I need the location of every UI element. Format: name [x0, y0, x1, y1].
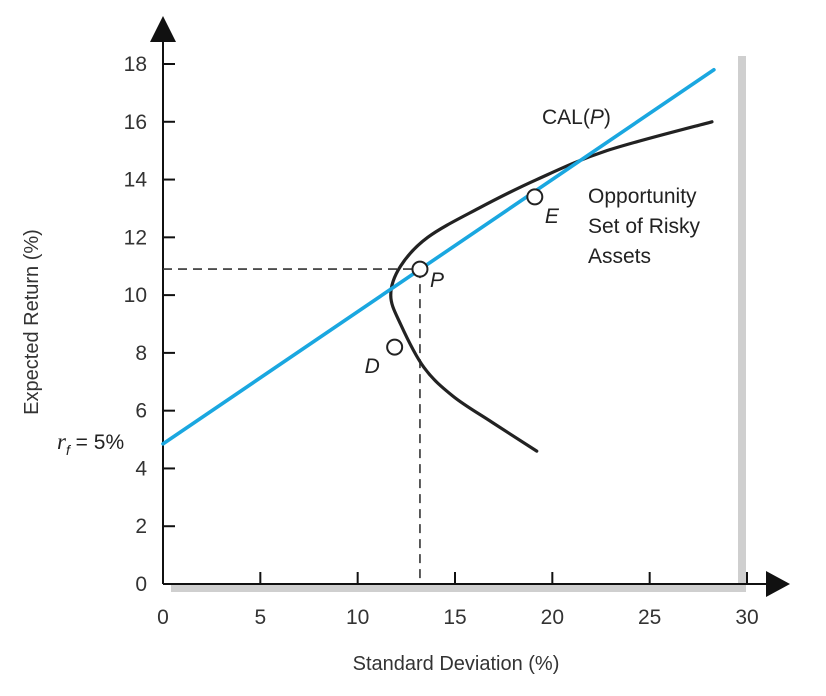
- y-axis-title: Expected Return (%): [21, 229, 43, 415]
- opportunity-label-line1: Opportunity: [588, 185, 697, 208]
- x-tick-label-10: 10: [346, 606, 369, 629]
- opportunity-set-curve: [389, 120, 714, 453]
- y-axis-arrow: [150, 16, 176, 42]
- point-label-d: D: [365, 355, 380, 378]
- point-d: [386, 338, 404, 356]
- y-tick-label-12: 12: [124, 226, 147, 249]
- dashed-guides: [163, 268, 421, 584]
- x-tick-label-5: 5: [254, 606, 266, 629]
- tick-marks: [162, 63, 748, 585]
- x-tick-label-0: 0: [157, 606, 169, 629]
- x-axis-title: Standard Deviation (%): [353, 653, 560, 675]
- y-tick-label-18: 18: [124, 53, 147, 76]
- opportunity-label-line3: Assets: [588, 245, 651, 268]
- cal-label: CAL(P): [542, 106, 611, 129]
- chart-text: Standard Deviation (%) Expected Return (…: [21, 53, 759, 675]
- y-tick-label-8: 8: [135, 342, 147, 365]
- y-tick-label-14: 14: [124, 169, 148, 192]
- opportunity-label-line2: Set of Risky: [588, 215, 701, 238]
- x-tick-label-20: 20: [541, 606, 564, 629]
- y-tick-label-0: 0: [135, 573, 147, 596]
- plot-area: [163, 48, 738, 584]
- x-tick-label-15: 15: [443, 606, 466, 629]
- point-e: [526, 188, 544, 206]
- risk-free-rate-label: rf = 5%: [57, 429, 124, 458]
- y-tick-label-16: 16: [124, 111, 147, 134]
- series-lines: [161, 67, 716, 453]
- plot-frame: [150, 16, 790, 597]
- cal-line: [161, 67, 716, 446]
- y-tick-label-6: 6: [135, 400, 147, 423]
- marked-points: [386, 188, 544, 356]
- y-tick-label-2: 2: [135, 515, 147, 538]
- y-tick-label-4: 4: [135, 457, 147, 480]
- x-tick-label-30: 30: [735, 606, 758, 629]
- point-label-p: P: [430, 269, 444, 292]
- x-tick-label-25: 25: [638, 606, 661, 629]
- point-p: [411, 260, 429, 278]
- x-axis-arrow: [766, 571, 790, 597]
- y-tick-label-10: 10: [124, 284, 147, 307]
- point-label-e: E: [545, 205, 560, 228]
